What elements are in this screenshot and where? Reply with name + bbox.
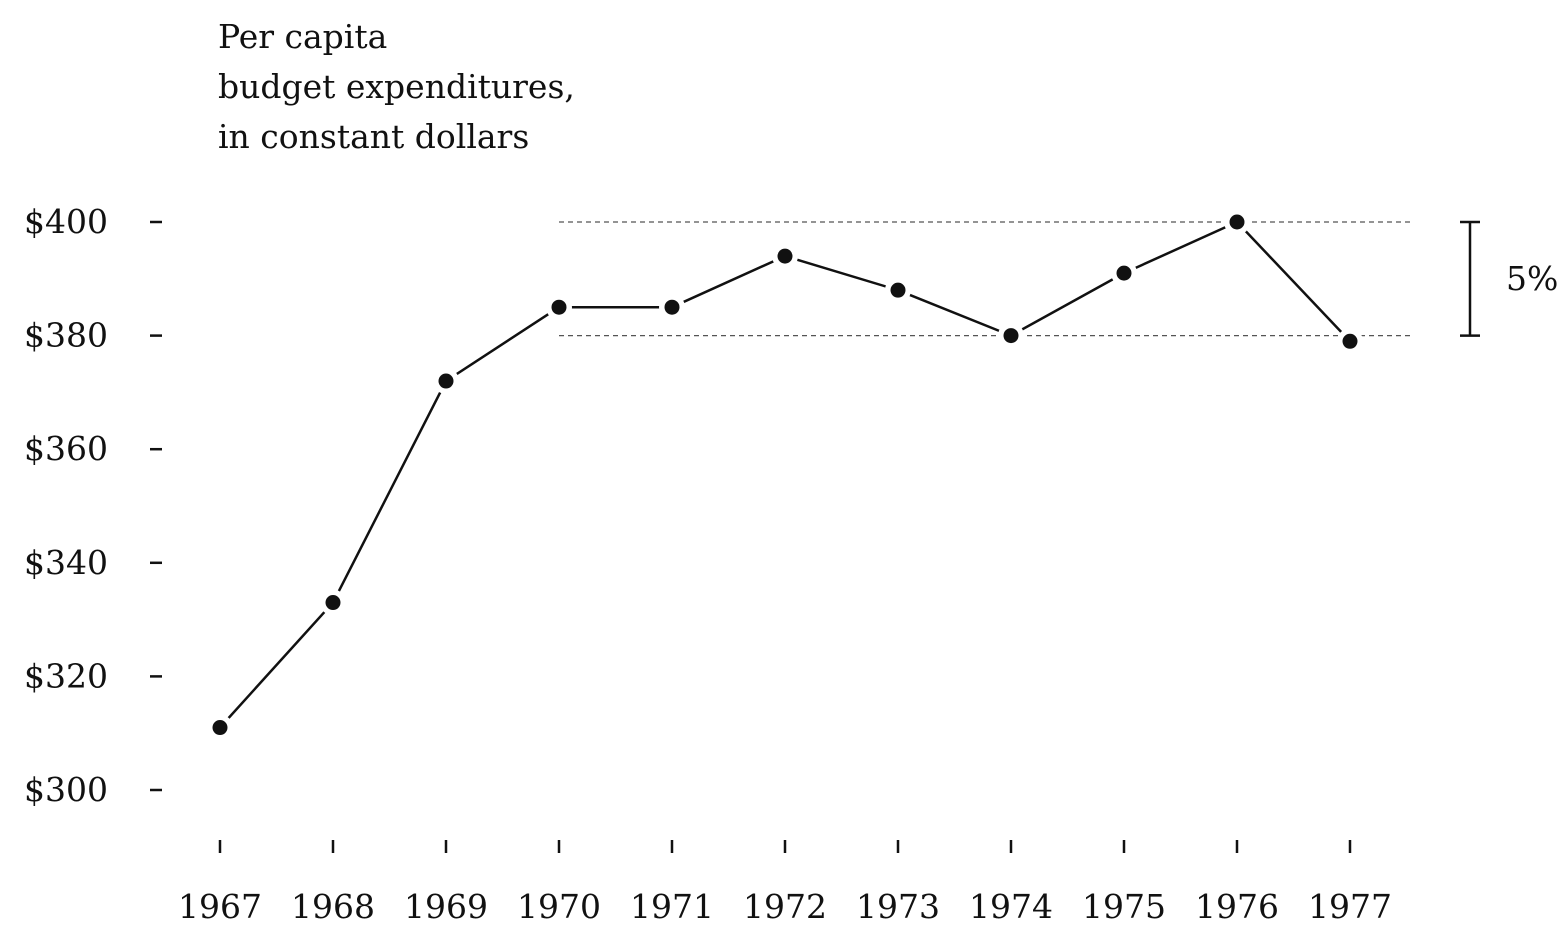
y-tick-label: $360 bbox=[24, 429, 108, 468]
data-point bbox=[212, 720, 228, 736]
x-tick-label: 1975 bbox=[1082, 887, 1166, 926]
y-tick-label: $380 bbox=[24, 316, 108, 355]
data-point bbox=[325, 595, 341, 611]
title-line-3: in constant dollars bbox=[218, 117, 529, 156]
data-point bbox=[1229, 214, 1245, 230]
x-tick-label: 1968 bbox=[291, 887, 375, 926]
x-tick-label: 1967 bbox=[178, 887, 262, 926]
data-point bbox=[1342, 333, 1358, 349]
y-tick-label: $400 bbox=[24, 202, 108, 241]
band-percent-label: 5% bbox=[1506, 259, 1558, 298]
x-tick-label: 1977 bbox=[1308, 887, 1392, 926]
x-tick-label: 1969 bbox=[404, 887, 488, 926]
data-point bbox=[1003, 328, 1019, 344]
title-line-1: Per capita bbox=[218, 17, 387, 56]
data-point bbox=[777, 248, 793, 264]
data-point bbox=[438, 373, 454, 389]
y-axis: $400 $380 $360 $340 $320 $300 bbox=[24, 202, 162, 809]
data-point bbox=[551, 299, 567, 315]
x-tick-label: 1974 bbox=[969, 887, 1053, 926]
data-point bbox=[664, 299, 680, 315]
y-tick-label: $300 bbox=[24, 770, 108, 809]
data-point bbox=[890, 282, 906, 298]
x-axis: 1967 1968 1969 1970 1971 1972 1973 1974 1975 1976… bbox=[178, 840, 1392, 926]
title-line-2: budget expenditures, bbox=[218, 67, 575, 106]
reference-band: 5% bbox=[559, 220, 1558, 337]
series-group bbox=[207, 209, 1363, 741]
x-tick-label: 1971 bbox=[630, 887, 714, 926]
x-tick-label: 1970 bbox=[517, 887, 601, 926]
chart-title: Per capita budget expenditures, in const… bbox=[218, 17, 575, 156]
x-tick-label: 1973 bbox=[856, 887, 940, 926]
y-tick-label: $340 bbox=[24, 543, 108, 582]
y-tick-label: $320 bbox=[24, 656, 108, 695]
data-point bbox=[1116, 265, 1132, 281]
x-tick-label: 1972 bbox=[743, 887, 827, 926]
x-tick-label: 1976 bbox=[1195, 887, 1279, 926]
series-line bbox=[219, 220, 1351, 729]
